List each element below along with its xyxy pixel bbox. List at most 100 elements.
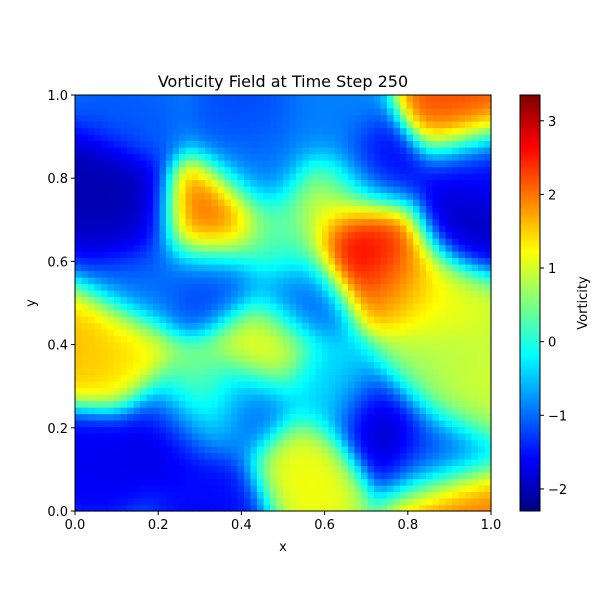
heatmap-cell [400, 251, 408, 259]
heatmap-cell [354, 296, 362, 304]
heatmap-cell [367, 335, 375, 343]
heatmap-cell [140, 309, 148, 317]
heatmap-cell [231, 452, 239, 460]
heatmap-cell [367, 459, 375, 467]
heatmap-cell [361, 374, 369, 382]
heatmap-cell [413, 192, 421, 200]
heatmap-cell [159, 140, 167, 148]
heatmap-cell [140, 459, 148, 467]
heatmap-cell [413, 387, 421, 395]
heatmap-cell [335, 303, 343, 311]
heatmap-cell [75, 452, 83, 460]
heatmap-cell [465, 504, 473, 512]
heatmap-cell [146, 485, 154, 493]
heatmap-cell [276, 218, 284, 226]
heatmap-cell [114, 199, 122, 207]
heatmap-cell [172, 400, 180, 408]
heatmap-cell [101, 101, 109, 109]
heatmap-cell [322, 348, 330, 356]
heatmap-cell [484, 101, 492, 109]
heatmap-cell [387, 296, 395, 304]
heatmap-cell [146, 205, 154, 213]
heatmap-cell [348, 368, 356, 376]
heatmap-cell [224, 127, 232, 135]
heatmap-cell [458, 433, 466, 441]
heatmap-cell [211, 485, 219, 493]
heatmap-cell [400, 264, 408, 272]
heatmap-cell [237, 296, 245, 304]
heatmap-cell [224, 179, 232, 187]
heatmap-cell [88, 452, 96, 460]
heatmap-cell [107, 504, 115, 512]
heatmap-cell [465, 322, 473, 330]
heatmap-cell [244, 433, 252, 441]
heatmap-cell [348, 270, 356, 278]
heatmap-cell [192, 179, 200, 187]
heatmap-cell [406, 199, 414, 207]
heatmap-cell [263, 316, 271, 324]
heatmap-cell [380, 277, 388, 285]
heatmap-cell [94, 290, 102, 298]
heatmap-cell [465, 348, 473, 356]
heatmap-cell [179, 192, 187, 200]
heatmap-cell [309, 140, 317, 148]
heatmap-cell [231, 199, 239, 207]
heatmap-cell [205, 101, 213, 109]
heatmap-cell [205, 160, 213, 168]
heatmap-cell [166, 192, 174, 200]
heatmap-cell [406, 114, 414, 122]
heatmap-cell [465, 394, 473, 402]
heatmap-cell [133, 491, 141, 499]
heatmap-cell [439, 270, 447, 278]
heatmap-cell [218, 368, 226, 376]
heatmap-cell [328, 160, 336, 168]
heatmap-cell [179, 101, 187, 109]
heatmap-cell [263, 504, 271, 512]
heatmap-cell [263, 264, 271, 272]
y-tick-label: 1.0 [47, 89, 68, 104]
heatmap-cell [120, 134, 128, 142]
heatmap-cell [335, 153, 343, 161]
heatmap-cell [198, 485, 206, 493]
heatmap-cell [198, 251, 206, 259]
heatmap-cell [231, 498, 239, 506]
heatmap-cell [185, 153, 193, 161]
heatmap-cell [354, 147, 362, 155]
heatmap-cell [159, 407, 167, 415]
heatmap-cell [309, 387, 317, 395]
heatmap-cell [244, 205, 252, 213]
heatmap-cell [237, 101, 245, 109]
heatmap-cell [81, 244, 89, 252]
heatmap-cell [120, 114, 128, 122]
heatmap-cell [341, 420, 349, 428]
heatmap-cell [400, 446, 408, 454]
heatmap-cell [341, 355, 349, 363]
heatmap-cell [159, 218, 167, 226]
heatmap-cell [302, 348, 310, 356]
heatmap-cell [387, 238, 395, 246]
heatmap-cell [361, 485, 369, 493]
heatmap-cell [127, 283, 135, 291]
heatmap-cell [302, 400, 310, 408]
heatmap-cell [400, 121, 408, 129]
heatmap-cell [224, 140, 232, 148]
heatmap-cell [361, 264, 369, 272]
heatmap-cell [439, 127, 447, 135]
heatmap-cell [484, 433, 492, 441]
heatmap-cell [361, 218, 369, 226]
heatmap-cell [419, 114, 427, 122]
heatmap-cell [244, 270, 252, 278]
heatmap-cell [289, 400, 297, 408]
heatmap-cell [231, 472, 239, 480]
heatmap-cell [127, 316, 135, 324]
heatmap-cell [478, 478, 486, 486]
heatmap-cell [445, 244, 453, 252]
heatmap-cell [452, 270, 460, 278]
heatmap-cell [120, 348, 128, 356]
heatmap-cell [153, 277, 161, 285]
heatmap-cell [328, 153, 336, 161]
heatmap-cell [81, 290, 89, 298]
heatmap-cell [179, 420, 187, 428]
heatmap-cell [393, 504, 401, 512]
heatmap-cell [263, 218, 271, 226]
